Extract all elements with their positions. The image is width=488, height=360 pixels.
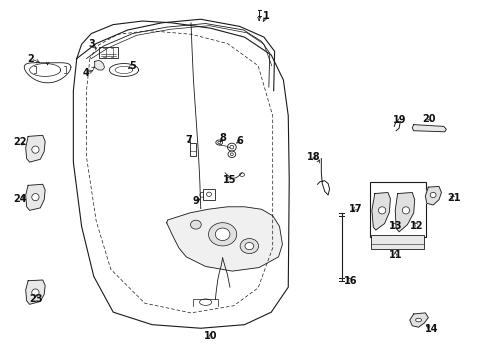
Ellipse shape — [215, 140, 222, 145]
Ellipse shape — [227, 151, 235, 157]
Ellipse shape — [227, 143, 236, 151]
Ellipse shape — [240, 239, 258, 253]
Text: 15: 15 — [223, 175, 236, 185]
Text: 2: 2 — [27, 54, 34, 64]
Text: 23: 23 — [30, 294, 43, 303]
Ellipse shape — [402, 207, 409, 214]
Text: 3: 3 — [88, 39, 95, 49]
Text: 11: 11 — [387, 250, 401, 260]
Text: 4: 4 — [83, 68, 90, 78]
Text: 9: 9 — [192, 197, 199, 206]
Text: 10: 10 — [203, 332, 217, 342]
Ellipse shape — [239, 173, 244, 176]
Text: 7: 7 — [185, 135, 192, 145]
Text: 14: 14 — [424, 324, 438, 334]
Bar — [203, 189, 215, 200]
Ellipse shape — [190, 220, 201, 229]
Ellipse shape — [215, 228, 229, 240]
Polygon shape — [26, 135, 45, 162]
Text: 24: 24 — [13, 194, 26, 203]
Text: 13: 13 — [387, 221, 401, 231]
Text: 19: 19 — [392, 115, 406, 125]
Text: 18: 18 — [306, 152, 320, 162]
Ellipse shape — [429, 192, 435, 198]
Text: 20: 20 — [422, 113, 435, 123]
Polygon shape — [409, 313, 427, 327]
Bar — [369, 182, 425, 237]
Ellipse shape — [199, 299, 211, 305]
Polygon shape — [394, 193, 414, 232]
Text: 16: 16 — [343, 276, 357, 286]
Polygon shape — [166, 207, 282, 271]
Text: 5: 5 — [129, 61, 136, 71]
Polygon shape — [26, 280, 45, 304]
Ellipse shape — [378, 207, 385, 214]
Text: 12: 12 — [409, 221, 423, 231]
Polygon shape — [411, 125, 446, 132]
Bar — [370, 235, 424, 249]
Text: 17: 17 — [348, 203, 362, 213]
Ellipse shape — [229, 145, 233, 149]
Ellipse shape — [217, 141, 220, 144]
Text: 21: 21 — [446, 193, 459, 203]
Polygon shape — [371, 193, 389, 230]
Text: 1: 1 — [263, 11, 269, 21]
Ellipse shape — [206, 192, 211, 197]
Ellipse shape — [32, 194, 39, 201]
Ellipse shape — [208, 223, 236, 246]
Ellipse shape — [32, 289, 39, 296]
Ellipse shape — [32, 146, 39, 153]
Ellipse shape — [415, 318, 421, 322]
Text: 22: 22 — [13, 138, 26, 148]
Text: 6: 6 — [236, 136, 243, 146]
Bar — [99, 47, 118, 58]
Bar — [190, 143, 196, 156]
Ellipse shape — [244, 243, 253, 249]
Ellipse shape — [230, 153, 233, 156]
Text: 8: 8 — [219, 133, 226, 143]
Polygon shape — [95, 60, 104, 70]
Polygon shape — [425, 186, 441, 205]
Polygon shape — [26, 184, 45, 210]
